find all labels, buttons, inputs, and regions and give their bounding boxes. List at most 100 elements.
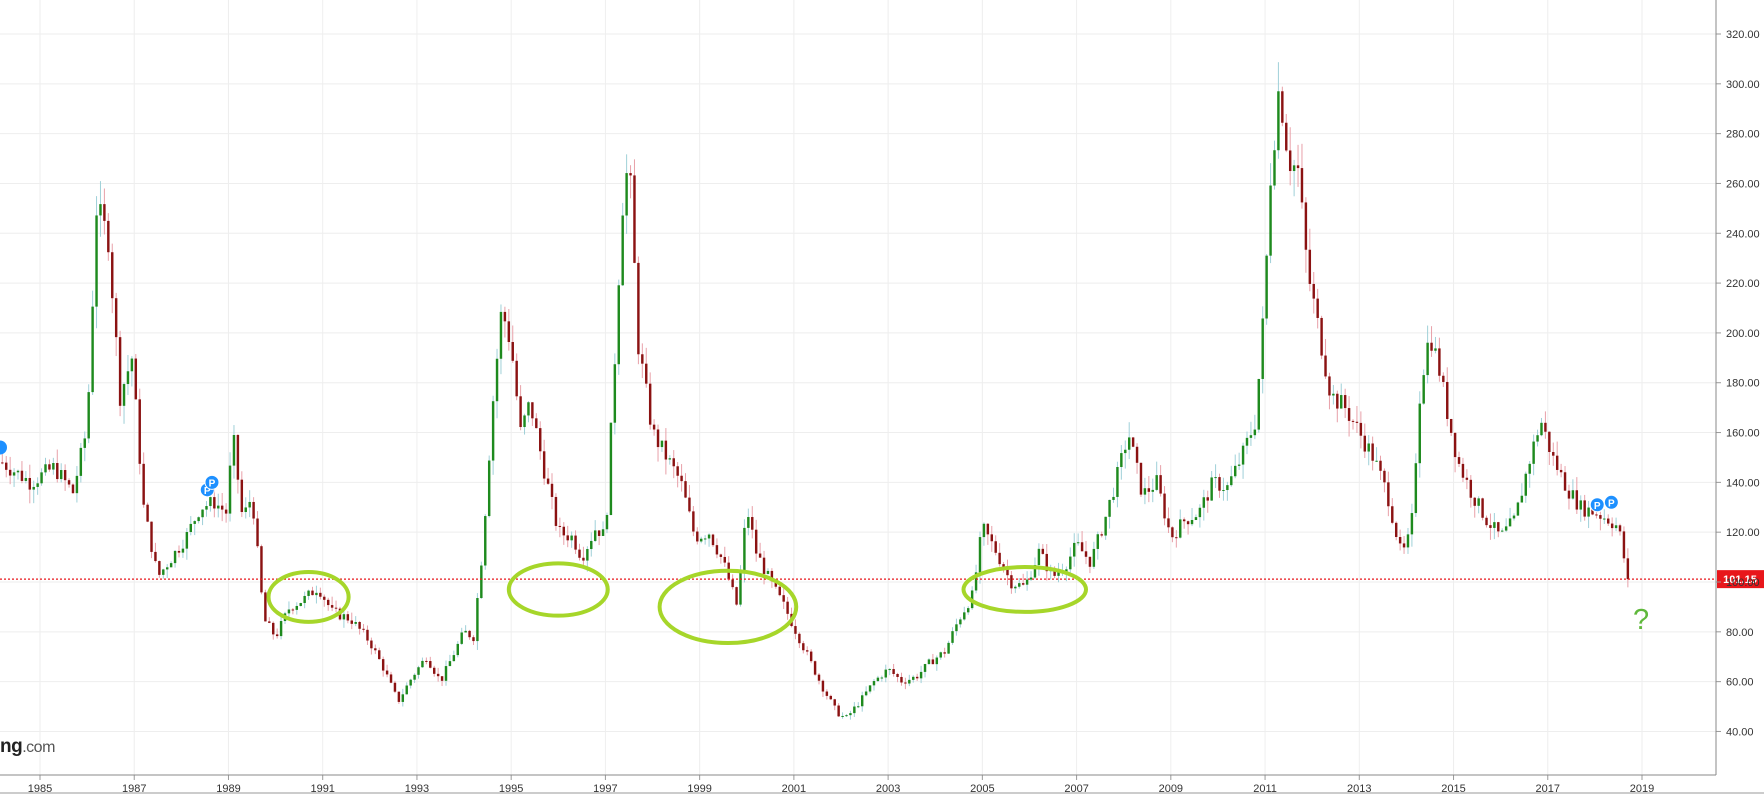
candle-body [637,262,640,355]
candle-body [326,599,330,606]
candle-body [723,556,726,563]
candle-body [307,590,310,596]
candle-body [1261,318,1264,379]
candle-body [193,521,196,524]
candle-body [1120,453,1123,468]
candle-body [1583,500,1586,517]
candle-body [319,592,322,597]
candle-body [484,516,487,566]
candle-body [1127,437,1131,450]
x-tick-label: 2013 [1347,783,1371,794]
candle-body [1607,518,1610,524]
candle-body [224,509,228,514]
candle-body [703,538,707,540]
candle-body [240,479,244,513]
candle-body [1167,518,1170,528]
candle-body [1363,435,1367,452]
candle-body [931,659,935,665]
candle-body [146,504,149,522]
candle-body [468,630,471,638]
highlight-ellipse [506,561,610,618]
candle-body [1190,519,1194,525]
candle-body [1018,583,1021,587]
candle-body [1371,443,1374,461]
candle-body [656,429,660,448]
x-tick-label: 2009 [1159,783,1183,794]
candle-body [523,415,526,428]
candle-body [923,664,927,672]
candle-body [1430,342,1433,351]
candle-body [1351,420,1355,422]
candle-body [1414,463,1418,514]
candle-body [417,667,420,675]
edge-marker [0,440,7,455]
candle-body [927,659,931,665]
candle-body [739,571,742,605]
candle-body [83,438,86,448]
candle-body [511,342,514,361]
candle-body [1210,477,1213,501]
candle-body [452,655,456,662]
candle-body [256,518,259,547]
candle-body [32,486,35,490]
candle-body [1053,568,1056,576]
candle-body [833,699,836,706]
candle-body [1340,395,1343,409]
candle-body [358,622,361,629]
y-tick-label: 160.00 [1726,428,1760,440]
last-price-badge-text: 101.15 [1723,574,1757,586]
candle-body [99,204,102,216]
candle-body [1273,150,1276,186]
candle-body [711,534,715,546]
candle-body [91,306,94,393]
candle-body [1552,452,1555,456]
candle-body [613,364,617,423]
candle-body [778,586,781,596]
candle-body [1218,477,1221,491]
candle-body [1010,575,1013,589]
candle-body [625,173,628,216]
candle-body [1449,418,1453,433]
candle-body [660,440,664,448]
candle-body [1104,516,1107,536]
candle-body [111,252,114,299]
candle-body [166,567,169,570]
y-tick-label: 260.00 [1726,178,1760,190]
highlight-ellipse [657,568,799,646]
candle-body [582,557,585,561]
candle-body [641,354,644,364]
candle-body [495,358,499,402]
highlight-ellipse [961,565,1089,614]
candle-body [770,570,774,582]
candle-body [876,677,880,682]
candle-body [766,570,770,574]
candle-body [802,643,805,651]
candle-body [1092,548,1096,567]
candle-body [1406,534,1410,548]
candle-body [303,595,306,604]
candle-body [142,463,145,505]
candle-body [813,661,817,675]
candle-body [228,465,232,514]
candle-body [986,523,990,535]
candle-body [213,497,216,509]
candle-body [236,434,240,480]
candle-body [1265,255,1268,319]
candle-body [1245,437,1249,446]
candle-body [114,298,118,338]
candle-body [1222,490,1225,492]
candle-body [181,548,185,553]
candle-body [67,480,71,485]
x-tick-label: 2017 [1536,783,1560,794]
candle-body [1151,489,1154,492]
candle-body [982,523,986,538]
candle-body [904,682,907,684]
x-tick-label: 1995 [499,783,523,794]
candle-body [362,628,365,630]
x-tick-label: 1987 [122,783,146,794]
candle-body [503,311,507,322]
x-tick-label: 1989 [216,783,240,794]
